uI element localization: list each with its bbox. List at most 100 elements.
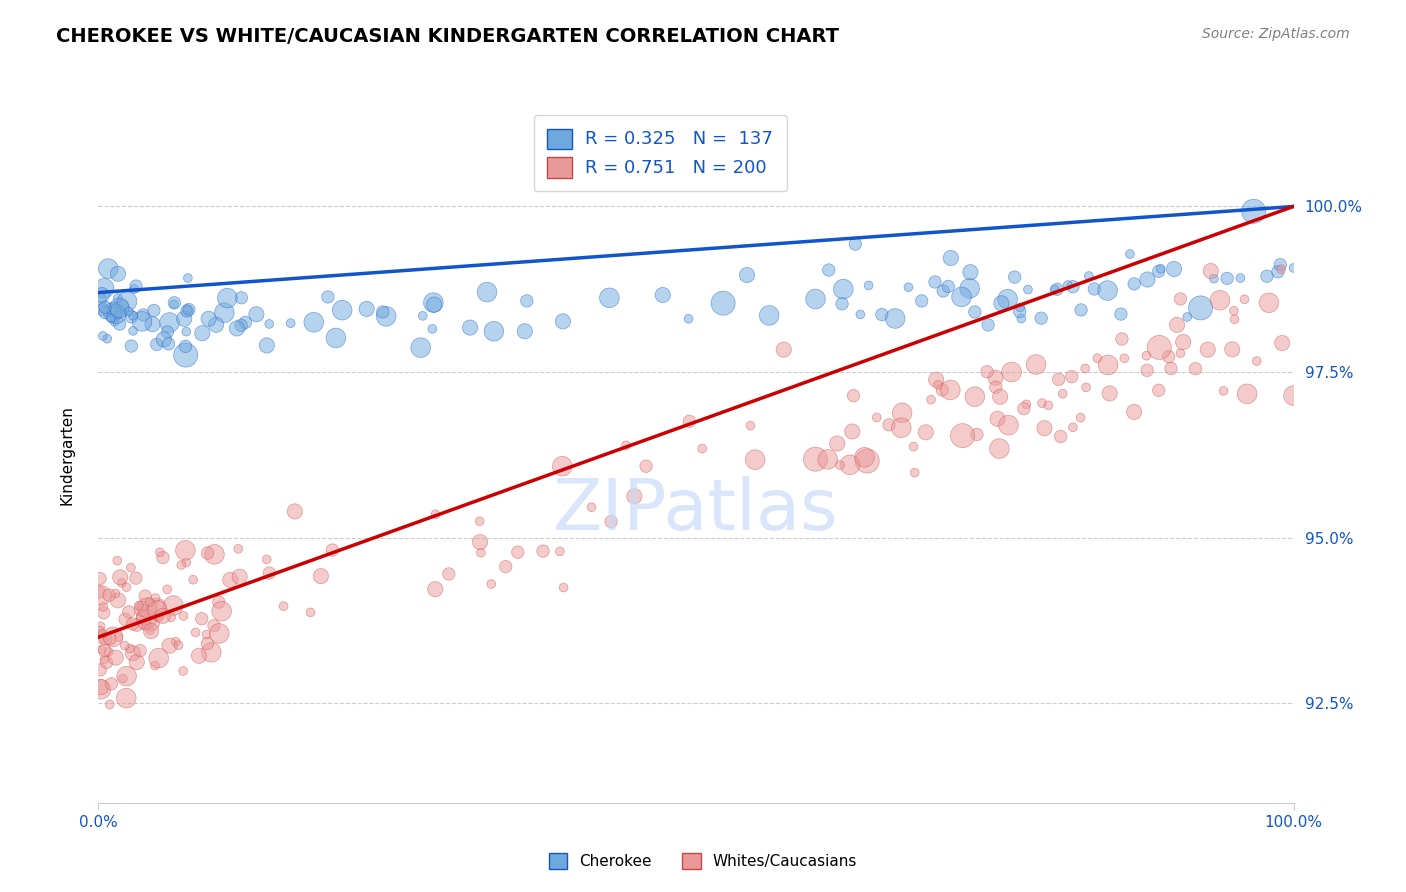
Point: [228, 570, 250, 584]
Point: [551, 459, 574, 474]
Point: [548, 544, 571, 558]
Point: [1197, 343, 1219, 357]
Point: [963, 390, 986, 404]
Point: [173, 609, 195, 624]
Text: Source: ZipAtlas.com: Source: ZipAtlas.com: [1202, 27, 1350, 41]
Point: [156, 325, 179, 339]
Point: [1170, 346, 1192, 360]
Point: [149, 545, 172, 559]
Point: [832, 282, 855, 296]
Point: [228, 541, 250, 556]
Point: [1033, 421, 1056, 435]
Point: [219, 573, 242, 587]
Point: [1015, 397, 1038, 411]
Point: [678, 414, 700, 428]
Point: [1097, 358, 1119, 372]
Point: [903, 440, 925, 454]
Point: [1270, 262, 1292, 277]
Point: [959, 281, 981, 295]
Point: [256, 552, 278, 566]
Point: [173, 311, 195, 326]
Point: [959, 265, 981, 279]
Point: [817, 263, 839, 277]
Point: [139, 624, 162, 639]
Point: [204, 547, 226, 561]
Point: [870, 308, 893, 322]
Point: [321, 543, 343, 558]
Point: [825, 436, 848, 450]
Y-axis label: Kindergarten: Kindergarten: [60, 405, 75, 505]
Point: [997, 418, 1019, 433]
Point: [1243, 204, 1265, 219]
Point: [101, 630, 124, 644]
Point: [1212, 384, 1234, 398]
Point: [600, 515, 623, 529]
Point: [1008, 304, 1031, 318]
Point: [1173, 334, 1195, 349]
Point: [1246, 354, 1268, 368]
Point: [129, 643, 152, 657]
Point: [98, 698, 121, 712]
Point: [1258, 295, 1281, 310]
Point: [107, 593, 129, 607]
Point: [1017, 283, 1039, 297]
Point: [735, 268, 758, 282]
Point: [939, 251, 962, 265]
Point: [1077, 268, 1099, 283]
Point: [1135, 349, 1157, 363]
Point: [122, 309, 145, 323]
Point: [470, 546, 492, 560]
Point: [839, 458, 862, 472]
Point: [208, 595, 231, 609]
Point: [932, 284, 955, 298]
Point: [98, 632, 121, 646]
Point: [375, 310, 398, 324]
Point: [914, 425, 936, 440]
Point: [122, 646, 145, 660]
Point: [89, 585, 111, 599]
Point: [174, 325, 197, 339]
Point: [90, 630, 112, 644]
Point: [284, 504, 307, 518]
Point: [1147, 384, 1170, 398]
Point: [1209, 293, 1232, 308]
Point: [229, 318, 252, 333]
Point: [1282, 260, 1305, 275]
Point: [202, 618, 225, 632]
Point: [142, 303, 165, 318]
Point: [1123, 405, 1146, 419]
Point: [163, 297, 186, 311]
Point: [197, 636, 219, 650]
Point: [1202, 271, 1225, 285]
Point: [280, 316, 302, 330]
Point: [844, 237, 866, 252]
Point: [134, 617, 156, 632]
Point: [841, 425, 863, 439]
Point: [235, 315, 257, 329]
Point: [409, 341, 432, 355]
Point: [1070, 302, 1092, 317]
Point: [1062, 279, 1084, 293]
Point: [1233, 292, 1256, 306]
Point: [1150, 261, 1173, 276]
Point: [891, 406, 914, 420]
Point: [831, 297, 853, 311]
Point: [950, 290, 973, 304]
Point: [927, 377, 949, 392]
Point: [225, 321, 247, 335]
Point: [1184, 361, 1206, 376]
Point: [1010, 311, 1032, 326]
Point: [1114, 351, 1136, 366]
Point: [139, 624, 162, 638]
Point: [1004, 270, 1026, 285]
Point: [211, 604, 233, 618]
Point: [866, 410, 889, 425]
Point: [817, 452, 839, 467]
Point: [804, 452, 827, 467]
Point: [495, 559, 517, 574]
Point: [148, 610, 170, 624]
Point: [458, 320, 481, 334]
Point: [422, 322, 444, 336]
Point: [107, 267, 129, 281]
Point: [849, 307, 872, 321]
